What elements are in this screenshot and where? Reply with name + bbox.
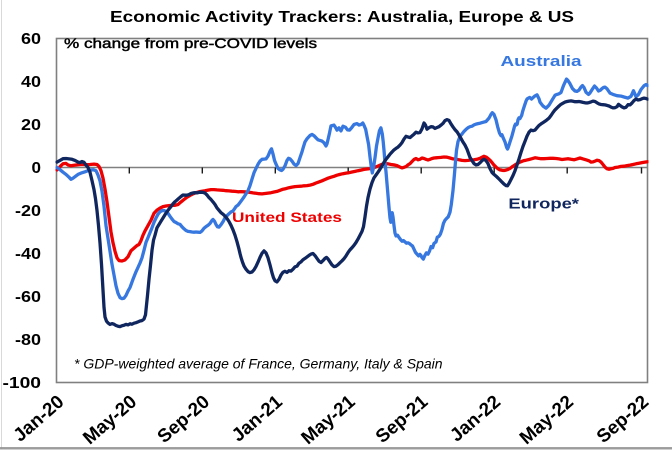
svg-text:-80: -80	[15, 332, 41, 349]
svg-text:40: 40	[21, 74, 41, 91]
svg-text:60: 60	[21, 31, 41, 48]
svg-text:-40: -40	[15, 246, 41, 263]
svg-text:0: 0	[32, 160, 42, 177]
svg-text:* GDP-weighted average of Fran: * GDP-weighted average of France, German…	[74, 356, 443, 372]
svg-text:-60: -60	[15, 289, 41, 306]
svg-text:Australia: Australia	[501, 54, 583, 70]
svg-text:-100: -100	[3, 375, 42, 392]
svg-text:Europe*: Europe*	[508, 197, 579, 213]
svg-text:% change from pre-COVID levels: % change from pre-COVID levels	[64, 35, 317, 51]
svg-text:United States: United States	[232, 209, 342, 225]
svg-text:Economic Activity Trackers: Au: Economic Activity Trackers: Australia, E…	[110, 9, 574, 26]
svg-text:20: 20	[21, 117, 41, 134]
svg-text:-20: -20	[15, 203, 41, 220]
